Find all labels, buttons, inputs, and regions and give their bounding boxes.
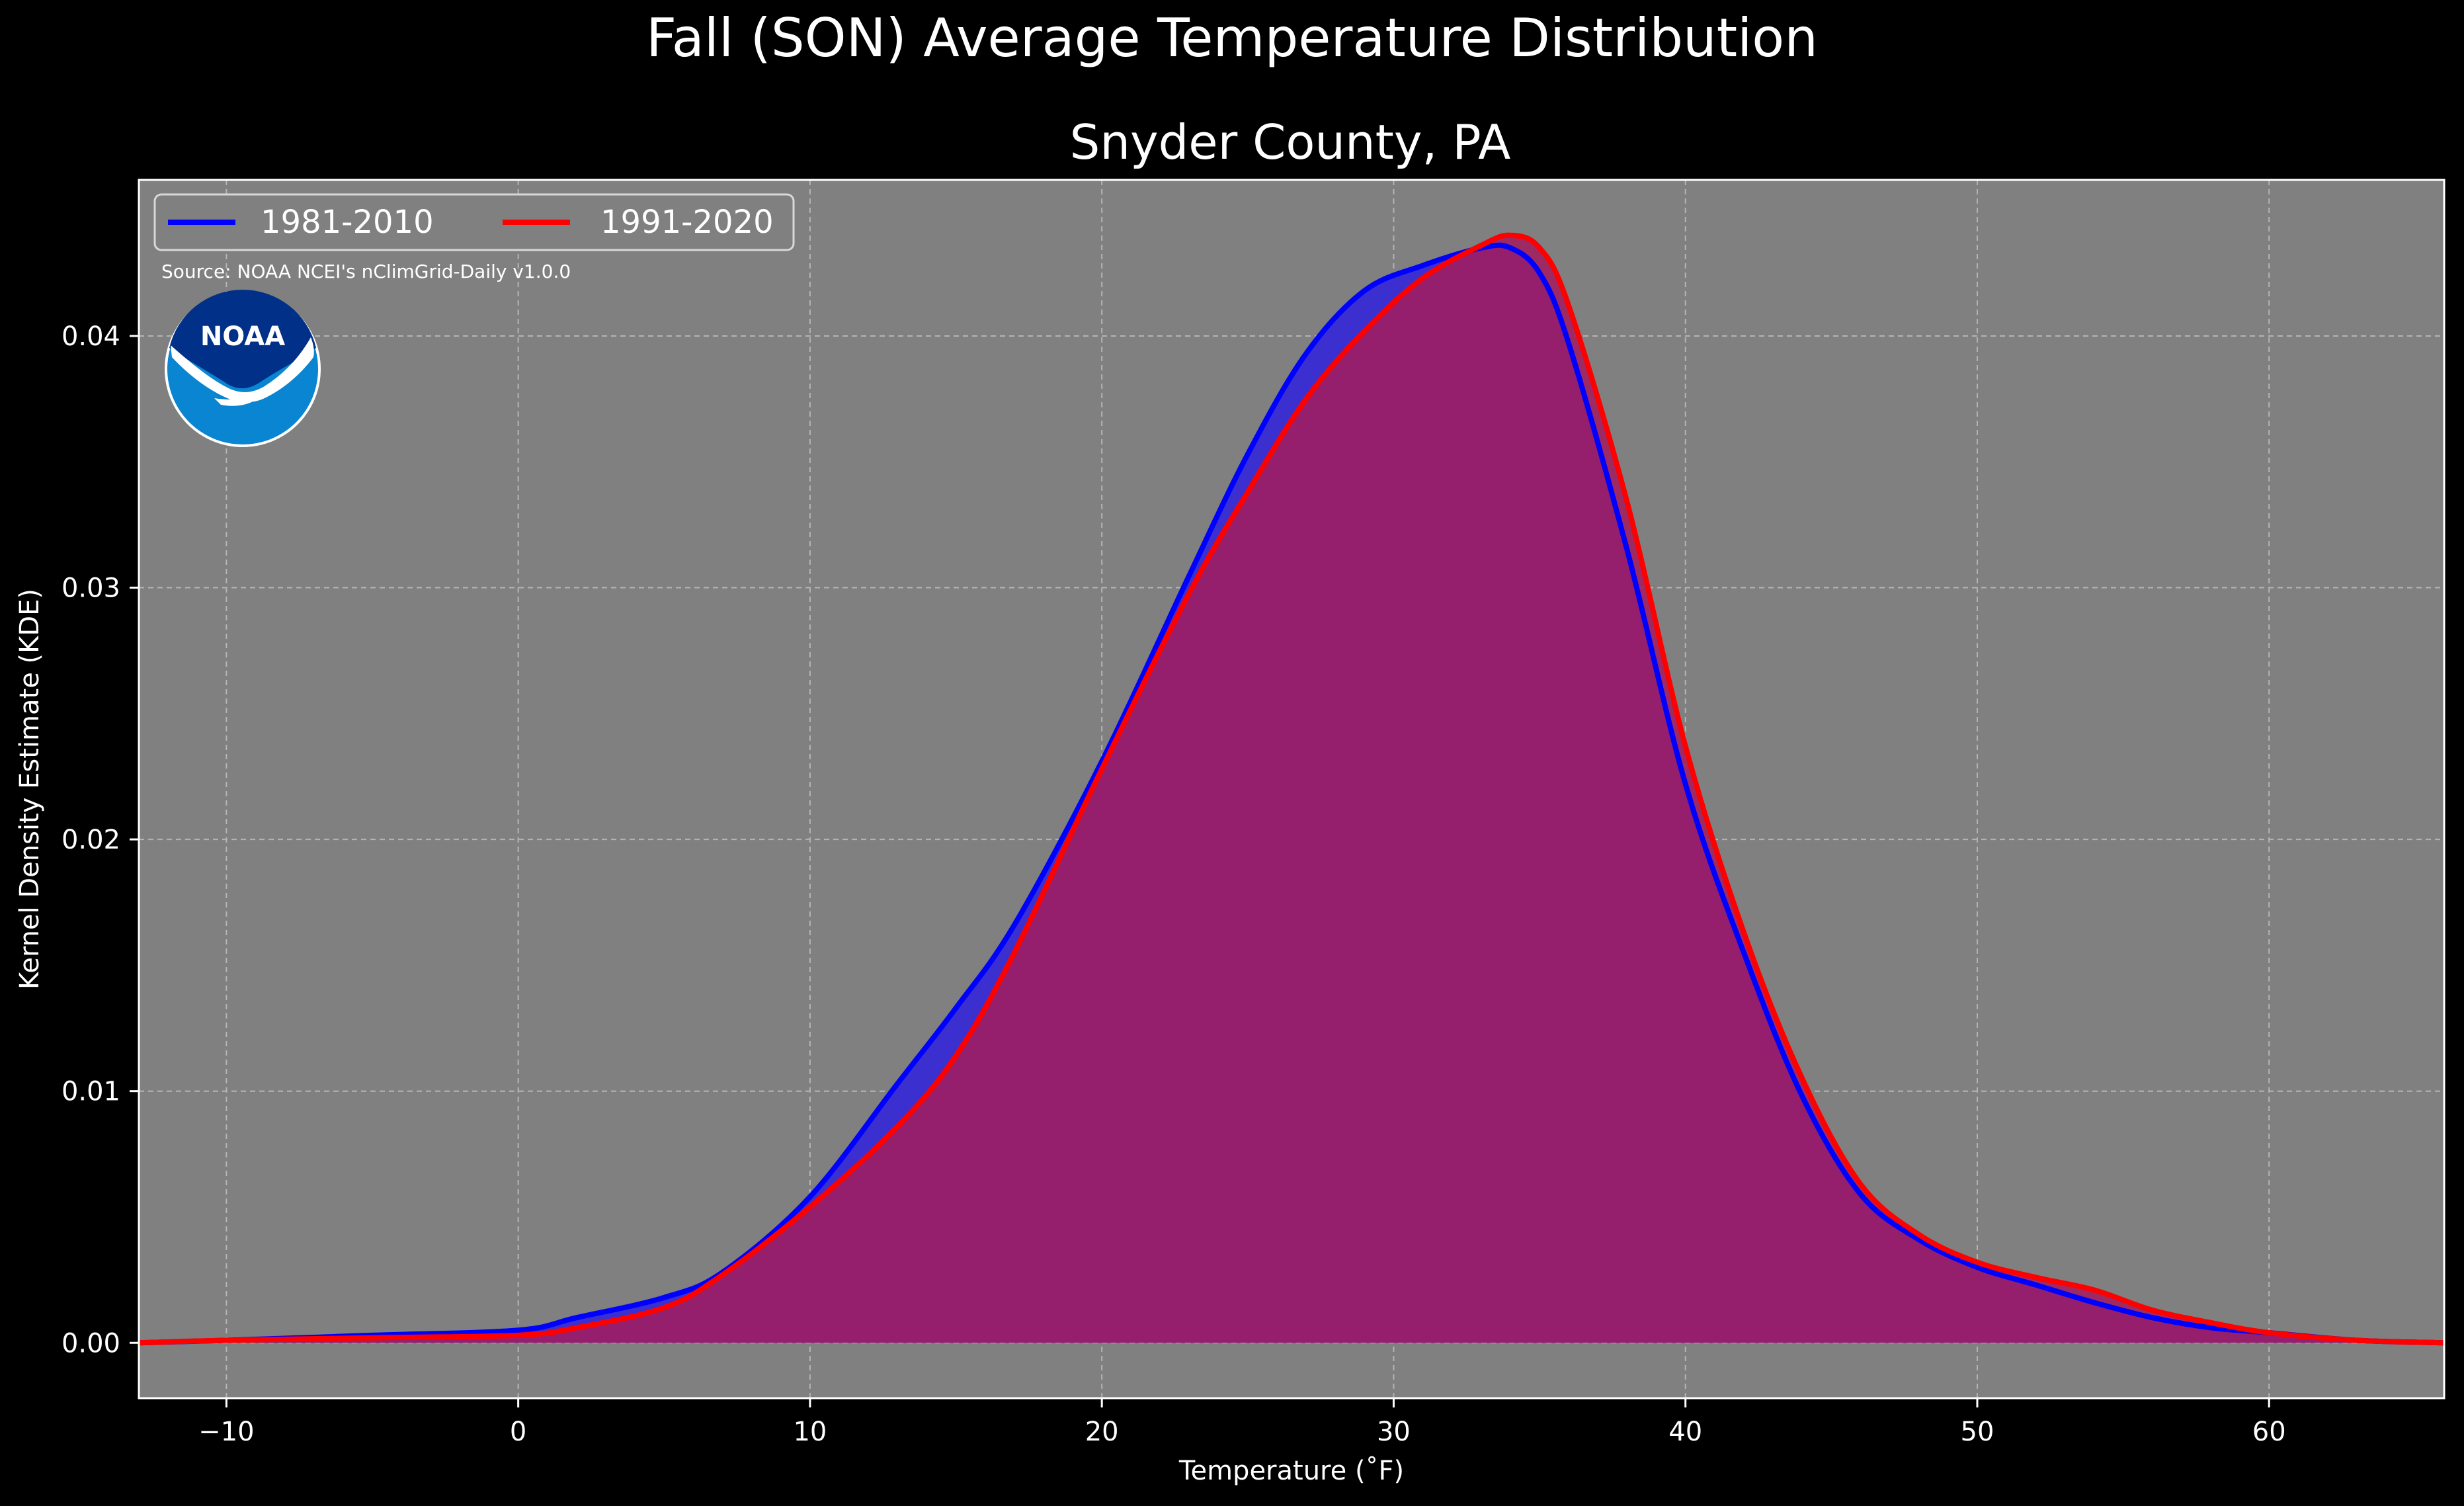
x-axis-label: Temperature (˚F)	[1178, 1456, 1404, 1486]
legend-label-1981-2010: 1981-2010	[261, 204, 434, 241]
plot-frame	[138, 179, 2445, 1400]
series-line-1991-2020	[138, 232, 2445, 1346]
chart-title: Fall (SON) Average Temperature Distribut…	[646, 7, 1818, 69]
x-tick-label: 10	[793, 1417, 827, 1447]
y-tick-label: 0.02	[62, 825, 120, 855]
x-tick-label: 50	[1961, 1417, 1994, 1447]
y-tick-label: 0.03	[62, 573, 120, 604]
chart-subtitle: Snyder County, PA	[1070, 114, 1511, 170]
y-tick-label: 0.04	[62, 321, 120, 352]
x-tick-label: 0	[510, 1417, 526, 1447]
noaa-logo-text: NOAA	[200, 321, 285, 352]
legend-label-1991-2020: 1991-2020	[600, 204, 774, 241]
y-tick-label: 0.00	[62, 1328, 120, 1359]
x-tick-label: 60	[2252, 1417, 2286, 1447]
x-tick-label: 20	[1085, 1417, 1119, 1447]
axis-ticks: −10 0 10 20 30 40 50 60 0.00 0.01 0.02 0.03 0.04	[62, 321, 2286, 1447]
y-tick-label: 0.01	[62, 1077, 120, 1107]
noaa-logo: NOAA	[165, 289, 321, 447]
x-tick-label: 40	[1668, 1417, 1702, 1447]
series-layer	[138, 232, 2445, 1346]
legend-box	[153, 193, 795, 251]
x-tick-label: 30	[1377, 1417, 1411, 1447]
series-fill-1991-2020	[139, 235, 2444, 1343]
noaa-logo-top	[169, 289, 316, 388]
noaa-bird-icon	[171, 337, 314, 406]
legend: 1981-2010 1991-2020	[153, 193, 795, 251]
source-note: Source: NOAA NCEI's nClimGrid-Daily v1.0…	[161, 261, 571, 282]
y-axis-label: Kernel Density Estimate (KDE)	[15, 589, 45, 989]
x-tick-label: −10	[198, 1417, 254, 1447]
